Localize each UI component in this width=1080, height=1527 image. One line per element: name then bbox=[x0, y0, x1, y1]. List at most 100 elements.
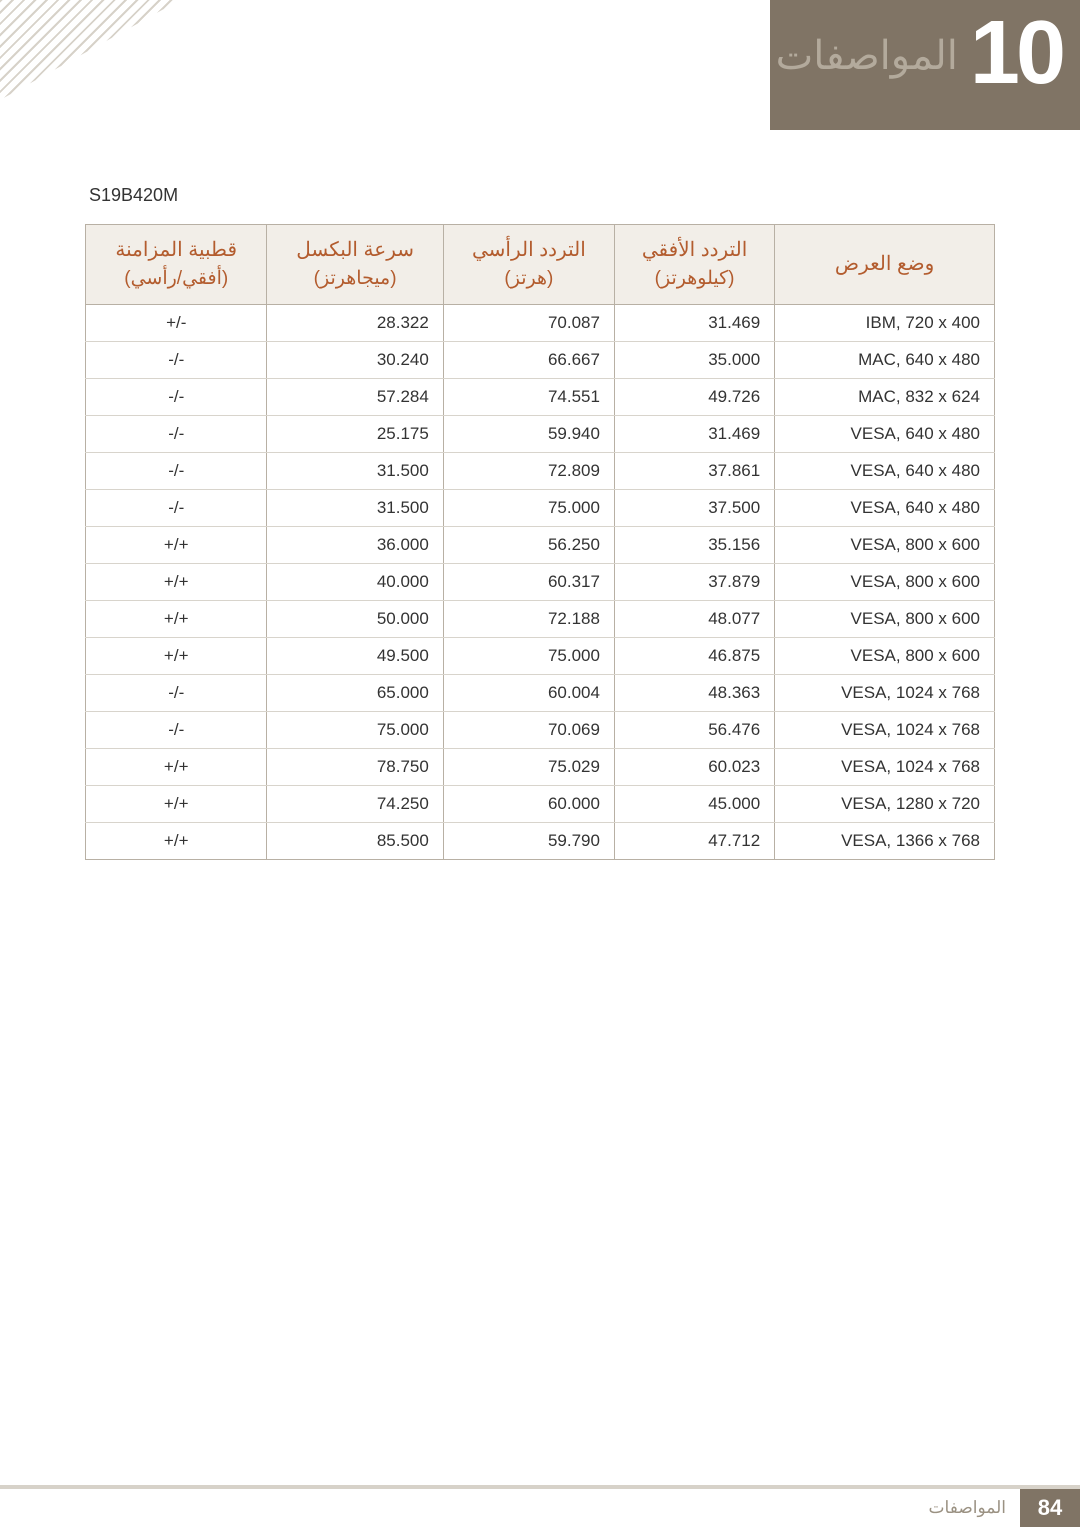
chapter-tab: 10 المواصفات bbox=[770, 0, 1080, 130]
cell-hfreq: 37.861 bbox=[614, 452, 774, 489]
cell-polarity: +/+ bbox=[86, 785, 267, 822]
cell-vfreq: 60.317 bbox=[443, 563, 614, 600]
cell-pixel: 65.000 bbox=[267, 674, 443, 711]
cell-polarity: +/+ bbox=[86, 822, 267, 859]
cell-polarity: +/+ bbox=[86, 748, 267, 785]
table-row: VESA, 800 x 60046.87575.00049.500+/+ bbox=[86, 637, 995, 674]
table-row: VESA, 800 x 60037.87960.31740.000+/+ bbox=[86, 563, 995, 600]
cell-hfreq: 46.875 bbox=[614, 637, 774, 674]
col-hfreq: التردد الأفقي (كيلوهرتز) bbox=[614, 225, 774, 305]
cell-hfreq: 48.363 bbox=[614, 674, 774, 711]
cell-hfreq: 35.156 bbox=[614, 526, 774, 563]
table-row: VESA, 1024 x 76848.36360.00465.000-/- bbox=[86, 674, 995, 711]
content-area: S19B420M وضع العرض التردد الأفقي (كيلوهر… bbox=[85, 185, 995, 860]
table-row: MAC, 832 x 62449.72674.55157.284-/- bbox=[86, 378, 995, 415]
cell-mode: VESA, 640 x 480 bbox=[775, 452, 995, 489]
cell-mode: VESA, 800 x 600 bbox=[775, 637, 995, 674]
cell-pixel: 85.500 bbox=[267, 822, 443, 859]
chapter-title: المواصفات bbox=[776, 33, 958, 79]
cell-mode: VESA, 1366 x 768 bbox=[775, 822, 995, 859]
table-row: VESA, 1366 x 76847.71259.79085.500+/+ bbox=[86, 822, 995, 859]
col-vfreq: التردد الرأسي (هرتز) bbox=[443, 225, 614, 305]
cell-mode: VESA, 640 x 480 bbox=[775, 489, 995, 526]
cell-hfreq: 47.712 bbox=[614, 822, 774, 859]
header-main: سرعة البكسل bbox=[296, 239, 414, 261]
cell-pixel: 30.240 bbox=[267, 341, 443, 378]
cell-vfreq: 70.087 bbox=[443, 304, 614, 341]
cell-vfreq: 60.000 bbox=[443, 785, 614, 822]
cell-polarity: -/- bbox=[86, 341, 267, 378]
col-polarity: قطبية المزامنة (أفقي/رأسي) bbox=[86, 225, 267, 305]
header-main: وضع العرض bbox=[835, 253, 934, 275]
col-mode: وضع العرض bbox=[775, 225, 995, 305]
cell-pixel: 78.750 bbox=[267, 748, 443, 785]
cell-pixel: 57.284 bbox=[267, 378, 443, 415]
cell-pixel: 40.000 bbox=[267, 563, 443, 600]
cell-pixel: 31.500 bbox=[267, 452, 443, 489]
cell-polarity: +/+ bbox=[86, 526, 267, 563]
cell-vfreq: 72.188 bbox=[443, 600, 614, 637]
cell-mode: VESA, 1280 x 720 bbox=[775, 785, 995, 822]
cell-hfreq: 45.000 bbox=[614, 785, 774, 822]
header-sub: (هرتز) bbox=[452, 265, 606, 294]
page-footer: المواصفات 84 bbox=[0, 1485, 1080, 1527]
cell-mode: MAC, 640 x 480 bbox=[775, 341, 995, 378]
table-row: VESA, 800 x 60035.15656.25036.000+/+ bbox=[86, 526, 995, 563]
cell-mode: MAC, 832 x 624 bbox=[775, 378, 995, 415]
header-main: قطبية المزامنة bbox=[115, 239, 237, 261]
cell-pixel: 36.000 bbox=[267, 526, 443, 563]
cell-polarity: -/- bbox=[86, 415, 267, 452]
table-row: VESA, 640 x 48031.46959.94025.175-/- bbox=[86, 415, 995, 452]
cell-vfreq: 59.790 bbox=[443, 822, 614, 859]
cell-mode: VESA, 1024 x 768 bbox=[775, 711, 995, 748]
table-row: VESA, 1024 x 76860.02375.02978.750+/+ bbox=[86, 748, 995, 785]
cell-hfreq: 37.500 bbox=[614, 489, 774, 526]
cell-hfreq: 56.476 bbox=[614, 711, 774, 748]
chapter-number: 10 bbox=[970, 8, 1062, 98]
cell-polarity: -/- bbox=[86, 711, 267, 748]
cell-polarity: -/- bbox=[86, 452, 267, 489]
table-header-row: وضع العرض التردد الأفقي (كيلوهرتز) الترد… bbox=[86, 225, 995, 305]
cell-hfreq: 31.469 bbox=[614, 304, 774, 341]
cell-vfreq: 66.667 bbox=[443, 341, 614, 378]
cell-pixel: 49.500 bbox=[267, 637, 443, 674]
cell-polarity: -/- bbox=[86, 674, 267, 711]
cell-mode: VESA, 800 x 600 bbox=[775, 600, 995, 637]
table-row: VESA, 640 x 48037.86172.80931.500-/- bbox=[86, 452, 995, 489]
cell-mode: VESA, 800 x 600 bbox=[775, 526, 995, 563]
cell-vfreq: 75.029 bbox=[443, 748, 614, 785]
cell-polarity: +/- bbox=[86, 304, 267, 341]
header-main: التردد الرأسي bbox=[472, 239, 586, 261]
cell-polarity: +/+ bbox=[86, 563, 267, 600]
cell-hfreq: 48.077 bbox=[614, 600, 774, 637]
cell-vfreq: 56.250 bbox=[443, 526, 614, 563]
table-row: VESA, 640 x 48037.50075.00031.500-/- bbox=[86, 489, 995, 526]
cell-polarity: +/+ bbox=[86, 600, 267, 637]
table-row: VESA, 1024 x 76856.47670.06975.000-/- bbox=[86, 711, 995, 748]
col-pixel: سرعة البكسل (ميجاهرتز) bbox=[267, 225, 443, 305]
cell-pixel: 28.322 bbox=[267, 304, 443, 341]
cell-hfreq: 35.000 bbox=[614, 341, 774, 378]
header-sub: (كيلوهرتز) bbox=[623, 265, 766, 294]
cell-mode: VESA, 1024 x 768 bbox=[775, 748, 995, 785]
cell-hfreq: 31.469 bbox=[614, 415, 774, 452]
footer-chapter-title: المواصفات bbox=[929, 1498, 1006, 1518]
table-row: VESA, 800 x 60048.07772.18850.000+/+ bbox=[86, 600, 995, 637]
cell-mode: IBM, 720 x 400 bbox=[775, 304, 995, 341]
header-main: التردد الأفقي bbox=[642, 239, 747, 261]
table-row: VESA, 1280 x 72045.00060.00074.250+/+ bbox=[86, 785, 995, 822]
cell-polarity: +/+ bbox=[86, 637, 267, 674]
cell-pixel: 75.000 bbox=[267, 711, 443, 748]
cell-mode: VESA, 1024 x 768 bbox=[775, 674, 995, 711]
specs-table: وضع العرض التردد الأفقي (كيلوهرتز) الترد… bbox=[85, 224, 995, 860]
cell-hfreq: 37.879 bbox=[614, 563, 774, 600]
cell-polarity: -/- bbox=[86, 378, 267, 415]
cell-pixel: 31.500 bbox=[267, 489, 443, 526]
cell-mode: VESA, 800 x 600 bbox=[775, 563, 995, 600]
cell-hfreq: 60.023 bbox=[614, 748, 774, 785]
cell-vfreq: 72.809 bbox=[443, 452, 614, 489]
cell-mode: VESA, 640 x 480 bbox=[775, 415, 995, 452]
header-sub: (ميجاهرتز) bbox=[275, 265, 434, 294]
cell-pixel: 50.000 bbox=[267, 600, 443, 637]
model-label: S19B420M bbox=[85, 185, 995, 206]
